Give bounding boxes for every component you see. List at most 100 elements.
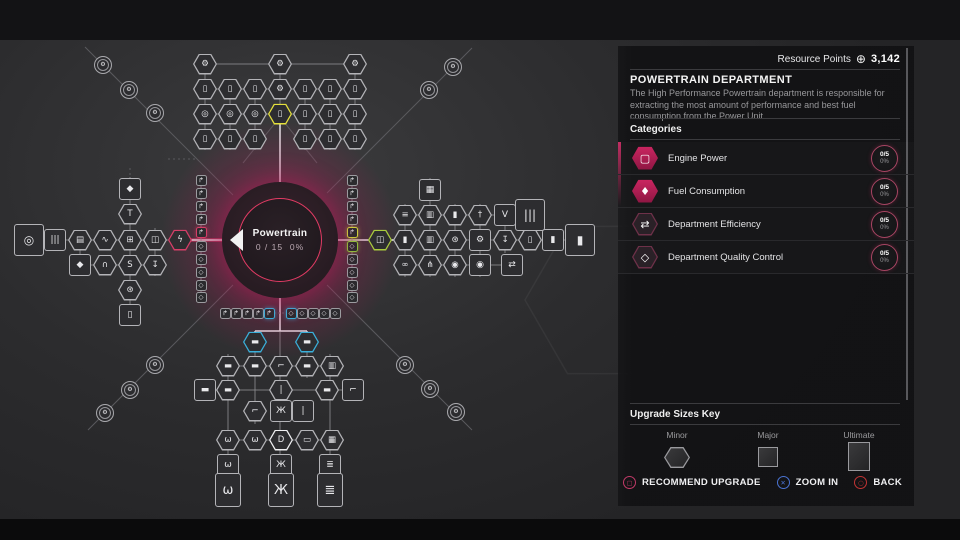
tree-node-circ-icon[interactable]: ⚙: [96, 404, 114, 422]
tree-node-pipe-icon[interactable]: |: [292, 400, 314, 422]
tree-node-chipArrow-icon[interactable]: ↱: [219, 307, 231, 319]
tree-node-chipDiamond-icon[interactable]: ◇: [195, 253, 207, 265]
tree-node-chipArrow-icon[interactable]: ↱: [252, 307, 264, 319]
tree-node-turbo-icon[interactable]: ⊛: [118, 279, 142, 301]
tree-node-mesh-icon[interactable]: ◉: [469, 254, 491, 276]
tree-node-wave-icon[interactable]: ∿: [93, 229, 117, 251]
tree-node-gear-icon[interactable]: ⚙: [268, 78, 292, 100]
back-button[interactable]: ○ BACK: [854, 476, 902, 489]
tree-node-circ-icon[interactable]: ⚙: [447, 403, 465, 421]
tree-node-swap-icon[interactable]: ⇄: [501, 254, 523, 276]
tree-node-circ-icon[interactable]: ⚙: [146, 104, 164, 122]
tree-node-chipDiamond-icon[interactable]: ◇: [329, 307, 341, 319]
tree-node-cell-icon[interactable]: ▯: [318, 103, 342, 125]
tree-node-circ-icon[interactable]: ⚙: [396, 356, 414, 374]
tree-node-chipDiamond-icon[interactable]: ◇: [296, 307, 308, 319]
tree-node-cell-icon[interactable]: ▯: [293, 78, 317, 100]
tree-node-inj-icon[interactable]: ↧: [493, 229, 517, 251]
tree-node-dyno-icon[interactable]: |||: [515, 199, 545, 231]
tree-node-chipDiamond-icon[interactable]: ◇: [346, 266, 358, 278]
tree-node-grid-icon[interactable]: ▥: [418, 204, 442, 226]
tree-node-cell-icon[interactable]: ▯: [318, 78, 342, 100]
tree-node-radiator-icon[interactable]: ⊞: [118, 229, 142, 251]
tree-node-cross-icon[interactable]: †: [468, 204, 492, 226]
tree-node-gear-icon[interactable]: ⚙: [469, 229, 491, 251]
tree-node-chipDiamond-icon[interactable]: ◇: [346, 291, 358, 303]
tree-node-chipArrow-icon[interactable]: ↱: [346, 226, 358, 238]
tree-node-chipDiamond-icon[interactable]: ◇: [195, 279, 207, 291]
tree-node-cell-icon[interactable]: ▯: [119, 304, 141, 326]
tree-node-chipDiamond-icon[interactable]: ◇: [195, 240, 207, 252]
tree-node-chipArrow-icon[interactable]: ↱: [346, 213, 358, 225]
tree-node-circ-icon[interactable]: ⚙: [120, 81, 138, 99]
tree-node-chipArrow-icon[interactable]: ↱: [346, 187, 358, 199]
tree-node-chipDiamond-icon[interactable]: ◇: [195, 266, 207, 278]
tree-node-chipArrow-icon[interactable]: ↱: [195, 213, 207, 225]
tree-node-chipArrow-icon[interactable]: ↱: [195, 187, 207, 199]
tree-node-chipDiamond-icon[interactable]: ◇: [285, 307, 297, 319]
tree-node-pipe-icon[interactable]: |: [269, 379, 293, 401]
powertrain-hub[interactable]: Powertrain 0 / 15 0%: [222, 182, 338, 298]
tree-node-chipDiamond-icon[interactable]: ◇: [346, 240, 358, 252]
tree-node-s-icon[interactable]: S: [118, 254, 142, 276]
tree-node-car-icon[interactable]: ▬: [216, 355, 240, 377]
tree-node-chipDiamond-icon[interactable]: ◇: [307, 307, 319, 319]
tree-node-chipArrow-icon[interactable]: ↱: [241, 307, 253, 319]
tree-node-chipDiamond-icon[interactable]: ◇: [346, 253, 358, 265]
tree-node-car-icon[interactable]: ▬: [295, 355, 319, 377]
tree-node-carfront-icon[interactable]: ω: [215, 473, 241, 507]
tree-node-xwing-icon[interactable]: Ж: [270, 400, 292, 422]
tree-node-chipDiamond-icon[interactable]: ◇: [195, 291, 207, 303]
tree-node-pipes-icon[interactable]: ⋔: [418, 254, 442, 276]
tree-node-car-icon[interactable]: ▬: [315, 379, 339, 401]
tree-node-dbadge-icon[interactable]: D: [269, 429, 293, 451]
zoom-in-button[interactable]: ✕ ZOOM IN: [776, 476, 839, 489]
tree-node-dyno2-icon[interactable]: ▦: [419, 179, 441, 201]
tree-node-cell-icon[interactable]: ▯: [218, 78, 242, 100]
tree-node-grid-icon[interactable]: ▥: [418, 229, 442, 251]
tree-node-drop-icon[interactable]: ◆: [119, 178, 141, 200]
tree-node-chipArrow-icon[interactable]: ↱: [346, 200, 358, 212]
tree-node-circ-icon[interactable]: ⚙: [444, 58, 462, 76]
tree-node-drop-icon[interactable]: ◆: [69, 254, 91, 276]
tree-node-engine-icon[interactable]: ▤: [68, 229, 92, 251]
category-row-engine-power[interactable]: ▢ Engine Power 0/5 0%: [618, 142, 914, 175]
recommend-upgrade-button[interactable]: ▢ RECOMMEND UPGRADE: [623, 476, 761, 489]
tree-node-cell-icon[interactable]: ▯: [343, 103, 367, 125]
tree-node-gear-icon[interactable]: ⚙: [193, 53, 217, 75]
tree-node-chipArrow-icon[interactable]: ↱: [230, 307, 242, 319]
tree-node-piston-icon[interactable]: Τ: [118, 203, 142, 225]
tree-node-chipArrow-icon[interactable]: ↱: [195, 174, 207, 186]
tree-node-circ-icon[interactable]: ⚙: [420, 81, 438, 99]
tree-node-xwing-icon[interactable]: Ж: [268, 473, 294, 507]
tree-node-chipArrow-icon[interactable]: ↱: [346, 174, 358, 186]
tree-node-carfront-icon[interactable]: ω: [216, 429, 240, 451]
tree-node-carfront-icon[interactable]: ω: [243, 429, 267, 451]
tree-node-disc-icon[interactable]: ◎: [14, 224, 44, 256]
tree-node-chipArrow-icon[interactable]: ↱: [195, 200, 207, 212]
tree-node-circ-icon[interactable]: ⚙: [421, 380, 439, 398]
tree-node-bottle-icon[interactable]: ▮: [443, 204, 467, 226]
tree-node-cell-icon[interactable]: ▯: [193, 78, 217, 100]
tree-node-chipDiamond-icon[interactable]: ◇: [346, 279, 358, 291]
tree-node-chipArrow-icon[interactable]: ↱: [195, 226, 207, 238]
tree-node-mesh-icon[interactable]: ◉: [443, 254, 467, 276]
tree-node-valve-icon[interactable]: V: [494, 204, 516, 226]
tree-node-gear-icon[interactable]: ⚙: [343, 53, 367, 75]
tree-node-table-icon[interactable]: ≣: [317, 473, 343, 507]
tree-node-disc-icon[interactable]: ◎: [193, 103, 217, 125]
tree-node-bottle-icon[interactable]: ▮: [565, 224, 595, 256]
category-row-department-efficiency[interactable]: ⇄ Department Efficiency 0/5 0%: [618, 208, 914, 241]
tree-node-circ-icon[interactable]: ⚙: [121, 381, 139, 399]
tree-node-circ-icon[interactable]: ⚙: [146, 356, 164, 374]
tree-node-chipDiamond-icon[interactable]: ◇: [318, 307, 330, 319]
tree-node-cell-icon[interactable]: ▯: [518, 229, 542, 251]
tree-node-car-icon[interactable]: ▬: [194, 379, 216, 401]
panel-scrollbar[interactable]: [906, 48, 908, 400]
tree-node-disc-icon[interactable]: ◎: [218, 103, 242, 125]
tree-node-dome-icon[interactable]: ∩: [93, 254, 117, 276]
tree-node-bottle-icon[interactable]: ▮: [542, 229, 564, 251]
tree-node-circ-icon[interactable]: ⚙: [94, 56, 112, 74]
tree-node-gear-icon[interactable]: ⚙: [268, 53, 292, 75]
tree-node-tool-icon[interactable]: ⌐: [342, 379, 364, 401]
